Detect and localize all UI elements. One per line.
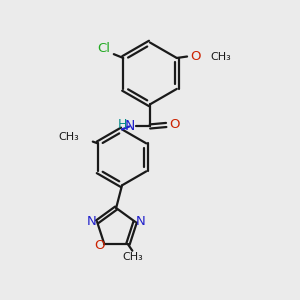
Text: CH₃: CH₃ bbox=[210, 52, 231, 61]
Text: N: N bbox=[87, 215, 97, 228]
Text: N: N bbox=[136, 215, 146, 228]
Text: CH₃: CH₃ bbox=[122, 252, 143, 262]
Text: O: O bbox=[190, 50, 201, 63]
Text: H: H bbox=[118, 118, 128, 131]
Text: O: O bbox=[169, 118, 180, 131]
Text: N: N bbox=[124, 119, 135, 134]
Text: O: O bbox=[94, 239, 104, 252]
Text: Cl: Cl bbox=[98, 42, 111, 55]
Text: CH₃: CH₃ bbox=[58, 132, 79, 142]
